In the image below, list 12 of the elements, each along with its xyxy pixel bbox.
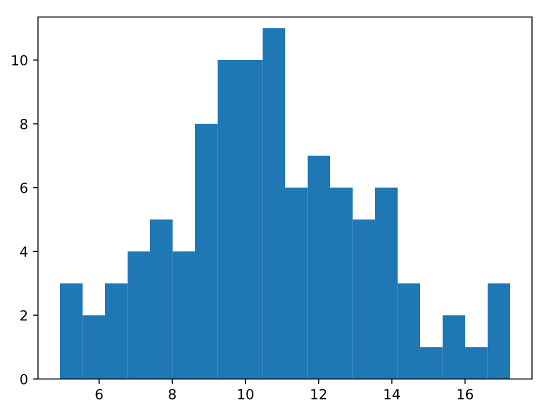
- x-tick-label: 16: [458, 388, 473, 400]
- x-tick-label: 8: [168, 388, 176, 400]
- x-tick-label: 12: [311, 388, 326, 400]
- x-tick-label: 6: [96, 388, 103, 400]
- y-tick-label: 2: [20, 310, 27, 320]
- y-tick-label: 6: [20, 182, 28, 194]
- x-tick-label: 10: [238, 388, 254, 400]
- y-tick-label: 4: [20, 246, 28, 257]
- y-tick-label: 8: [20, 118, 28, 130]
- y-tick-label: 0: [20, 374, 28, 384]
- y-tick-label: 10: [12, 55, 28, 66]
- x-tick-label: 14: [384, 389, 400, 400]
